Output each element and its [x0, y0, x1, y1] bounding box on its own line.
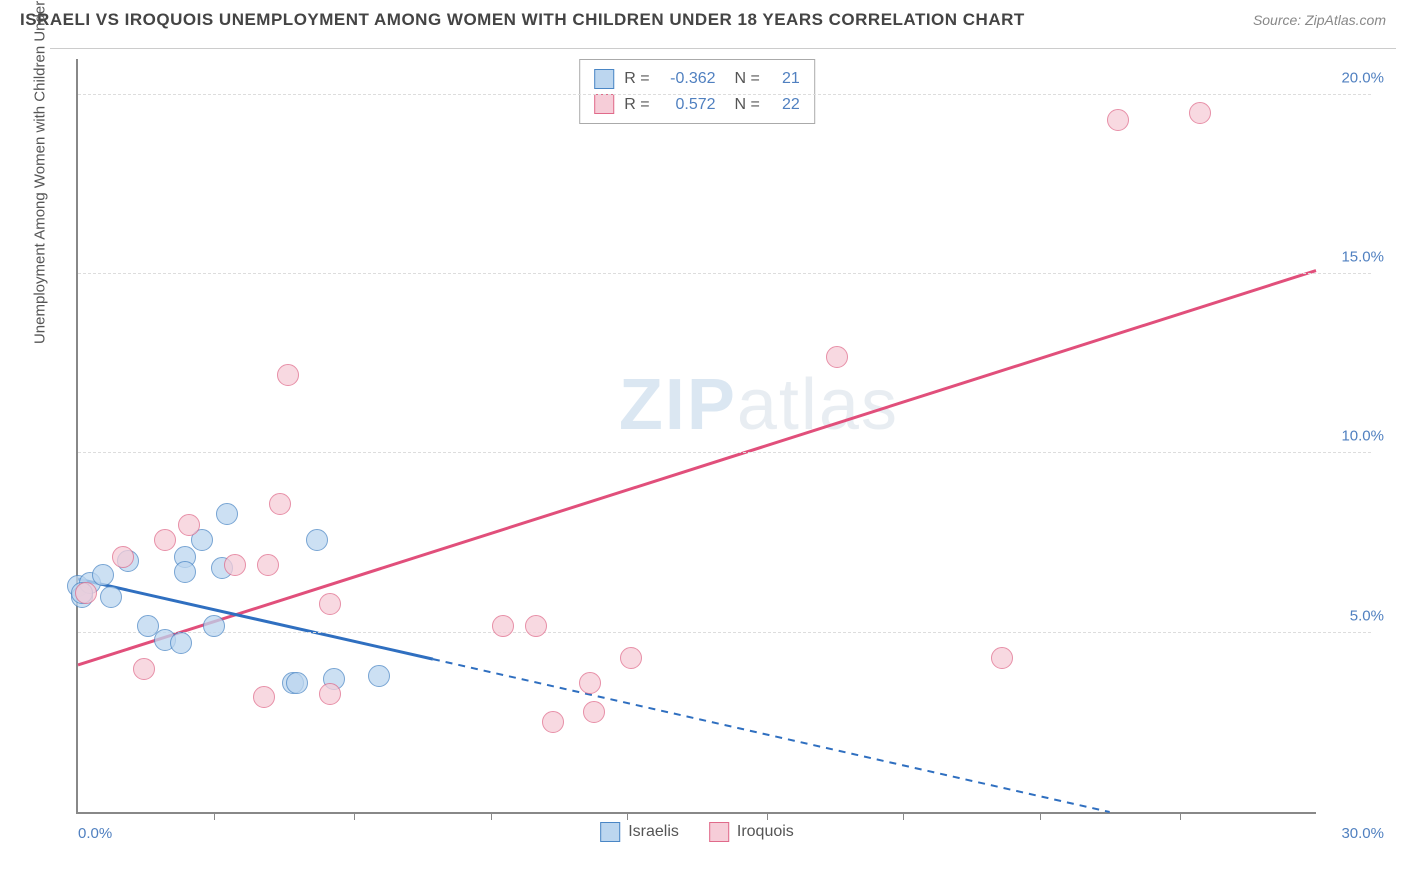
data-point	[525, 615, 547, 637]
x-axis-min-label: 0.0%	[78, 825, 112, 842]
correlation-legend: R = -0.362 N = 21 R = 0.572 N = 22	[579, 59, 815, 124]
data-point	[133, 658, 155, 680]
legend-row: R = 0.572 N = 22	[594, 92, 800, 118]
data-point	[224, 554, 246, 576]
x-tick	[354, 812, 355, 820]
chart-title: ISRAELI VS IROQUOIS UNEMPLOYMENT AMONG W…	[20, 10, 1025, 30]
data-point	[253, 686, 275, 708]
y-tick-label: 15.0%	[1341, 249, 1384, 266]
chart-container: Unemployment Among Women with Children U…	[50, 48, 1396, 864]
legend-n-label: N =	[726, 66, 760, 92]
gridline	[78, 632, 1371, 633]
gridline	[78, 94, 1371, 95]
x-tick	[214, 812, 215, 820]
data-point	[112, 546, 134, 568]
data-point	[216, 503, 238, 525]
y-tick-label: 10.0%	[1341, 428, 1384, 445]
legend-n-value: 21	[770, 66, 800, 92]
data-point	[1107, 109, 1129, 131]
x-tick	[767, 812, 768, 820]
series-legend-item: Israelis	[600, 822, 679, 842]
legend-row: R = -0.362 N = 21	[594, 66, 800, 92]
data-point	[154, 529, 176, 551]
x-tick	[1040, 812, 1041, 820]
y-tick-label: 5.0%	[1350, 607, 1384, 624]
data-point	[542, 711, 564, 733]
legend-n-label: N =	[726, 92, 760, 118]
data-point	[286, 672, 308, 694]
data-point	[579, 672, 601, 694]
data-point	[75, 582, 97, 604]
data-point	[269, 493, 291, 515]
data-point	[100, 586, 122, 608]
data-point	[170, 632, 192, 654]
x-tick	[903, 812, 904, 820]
legend-swatch	[594, 94, 614, 114]
legend-swatch	[600, 822, 620, 842]
data-point	[620, 647, 642, 669]
data-point	[306, 529, 328, 551]
data-point	[991, 647, 1013, 669]
source-attribution: Source: ZipAtlas.com	[1253, 12, 1386, 28]
y-axis-title: Unemployment Among Women with Children U…	[32, 0, 49, 344]
data-point	[203, 615, 225, 637]
x-tick	[627, 812, 628, 820]
x-tick	[491, 812, 492, 820]
x-axis-max-label: 30.0%	[1341, 825, 1384, 842]
series-legend-label: Iroquois	[737, 823, 794, 841]
data-point	[1189, 102, 1211, 124]
gridline	[78, 273, 1371, 274]
data-point	[92, 564, 114, 586]
data-point	[583, 701, 605, 723]
gridline	[78, 452, 1371, 453]
data-point	[277, 364, 299, 386]
data-point	[174, 561, 196, 583]
legend-n-value: 22	[770, 92, 800, 118]
series-legend: Israelis Iroquois	[600, 822, 794, 842]
data-point	[492, 615, 514, 637]
data-point	[178, 514, 200, 536]
plot-area: ZIPatlas R =-0.362 N =21R =0.572 N =22 0…	[76, 59, 1316, 814]
legend-r-value: 0.572	[660, 92, 716, 118]
series-legend-label: Israelis	[628, 823, 679, 841]
x-tick	[1180, 812, 1181, 820]
data-point	[368, 665, 390, 687]
data-point	[319, 593, 341, 615]
data-point	[319, 683, 341, 705]
legend-swatch	[594, 69, 614, 89]
legend-swatch	[709, 822, 729, 842]
legend-r-label: R =	[624, 92, 649, 118]
y-tick-label: 20.0%	[1341, 69, 1384, 86]
data-point	[257, 554, 279, 576]
legend-r-value: -0.362	[660, 66, 716, 92]
series-legend-item: Iroquois	[709, 822, 794, 842]
legend-r-label: R =	[624, 66, 649, 92]
data-point	[826, 346, 848, 368]
